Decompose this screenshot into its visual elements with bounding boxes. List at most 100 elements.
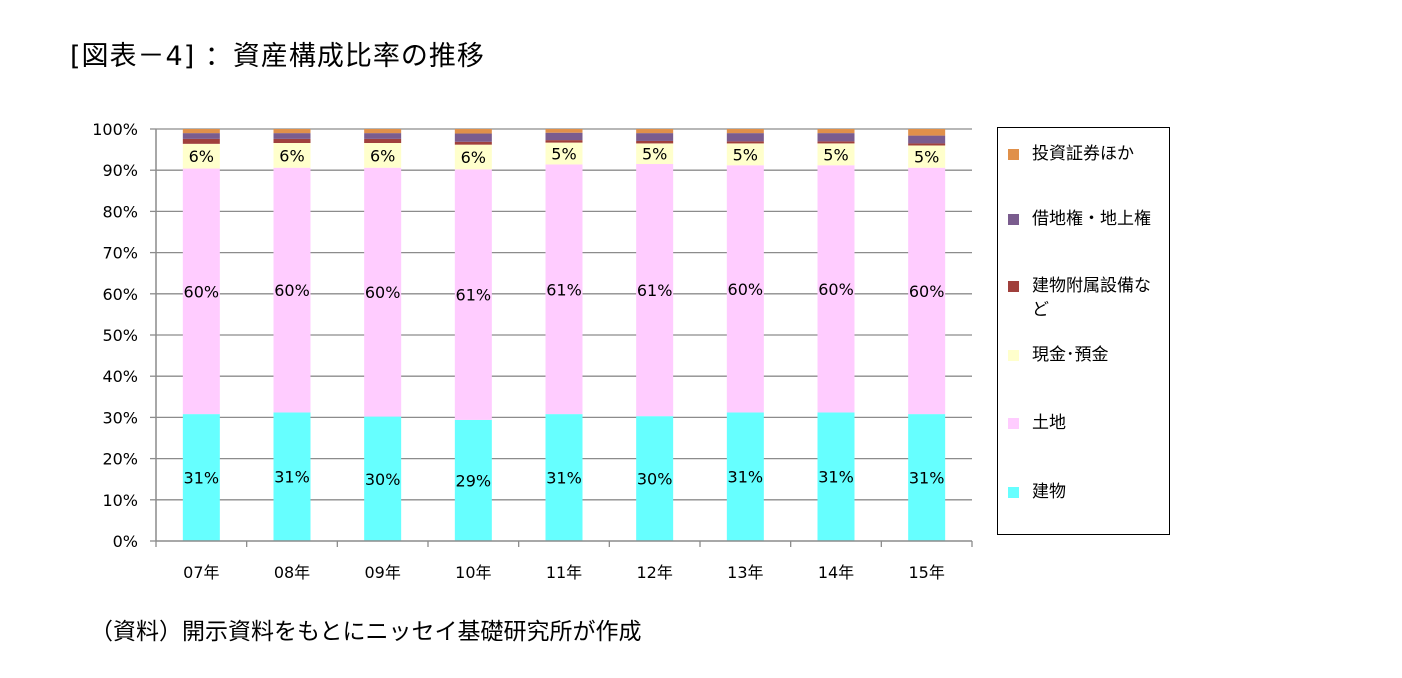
legend-swatch [1008,214,1019,225]
legend-item: 投資証券ほか [1006,142,1166,166]
bar-segment [908,143,946,146]
bar-segment [636,133,674,141]
bar-segment [545,164,583,415]
bar-segment [636,164,674,417]
legend-swatch [1008,487,1019,498]
data-label: 61% [637,281,673,300]
bar-segments [182,129,946,541]
bar-segment [908,129,946,136]
bar-segment [454,133,492,142]
legend-item: 建物附属設備など [1006,274,1166,322]
data-label: 5% [823,145,848,164]
bar-segment [182,138,220,144]
data-label: 6% [189,147,214,166]
data-label: 61% [546,280,582,299]
legend-label: 土地 [1032,413,1066,433]
bar-segment [545,140,583,143]
legend-item: 土地 [1006,411,1166,435]
x-tick-label: 11年 [546,563,582,582]
legend-label: 建物 [1032,482,1066,502]
bar-segment [364,138,402,144]
legend-swatch [1008,149,1019,160]
data-label: 29% [456,471,492,490]
bar-segment [636,143,674,165]
bar-segment [817,141,855,144]
data-label: 60% [818,280,854,299]
data-label: 60% [184,282,220,301]
legend-swatch [1008,281,1019,292]
data-labels: 31% 60% 6% 31% 60% 6% 30% 60% 6% 29% 61% 6% 31% 61% 5%… [184,145,945,491]
bar-segment [817,412,855,541]
legend-swatch [1008,418,1019,429]
data-label: 5% [914,148,939,167]
bar-segment [636,416,674,541]
bar-segment [636,140,674,144]
bar-segment [454,419,492,541]
data-label: 30% [637,470,673,489]
data-label: 61% [456,286,492,305]
legend-label: 現金･預金 [1032,345,1109,365]
bar-segment [273,412,311,541]
bar-segment [817,129,855,134]
bar-segment [726,143,764,166]
bar-segment [545,129,583,133]
bar-segment [908,135,946,144]
bar-segment [817,165,855,413]
bar-segment [636,129,674,134]
bar-segment [273,133,311,139]
y-tick-label: 60% [102,285,138,304]
legend: 投資証券ほか 借地権・地上権建物附属設備など現金･預金土地建物 [997,127,1170,535]
bar-segment [182,414,220,541]
data-label: 6% [279,146,304,165]
y-tick-label: 90% [102,161,138,180]
bar-segment [364,133,402,139]
bar-segment [454,169,492,420]
bar-segment [545,142,583,165]
x-tick-label: 07年 [183,563,219,582]
y-tick-label: 80% [102,202,138,221]
bar-segment [908,145,946,168]
legend-item: 借地権・地上権 [1006,207,1166,231]
data-label: 31% [909,469,945,488]
bar-segment [273,138,311,144]
bar-segment [273,167,311,413]
data-label: 60% [909,282,945,301]
bar-segment [726,165,764,413]
bar-segment [364,416,402,541]
y-tick-label: 100% [92,120,138,139]
bar-segment [364,167,402,417]
bar-segment [182,168,220,415]
bar-segment [454,144,492,170]
bar-segment [545,132,583,141]
data-label: 31% [184,469,220,488]
x-tick-label: 08年 [274,563,310,582]
data-label: 5% [642,145,667,164]
x-tick-label: 12年 [636,563,672,582]
x-tick-label: 09年 [364,563,400,582]
bar-segment [908,167,946,415]
data-label: 5% [551,145,576,164]
bar-segment [273,129,311,134]
data-label: 31% [728,468,764,487]
data-label: 30% [365,470,401,489]
y-tick-label: 40% [102,367,138,386]
legend-item: 現金･預金 [1006,343,1166,367]
bar-segment [364,129,402,134]
x-tick-label: 13年 [727,563,763,582]
bar-segment [817,143,855,166]
bar-segment [364,143,402,168]
data-label: 6% [370,146,395,165]
data-label: 31% [818,468,854,487]
y-tick-label: 0% [113,532,138,551]
legend-item: 建物 [1006,480,1166,504]
x-tick-label: 10年 [455,563,491,582]
bar-segment [182,133,220,139]
axes: 0% 10% 20% 30% 40% 50% 60% 70% 80% 90% 100% 07年 08年 0… [92,120,973,582]
data-label: 60% [274,281,310,300]
bar-segment [726,133,764,142]
bar-segment [273,143,311,168]
y-tick-label: 20% [102,450,138,469]
data-label: 5% [733,145,758,164]
y-tick-label: 50% [102,326,138,345]
